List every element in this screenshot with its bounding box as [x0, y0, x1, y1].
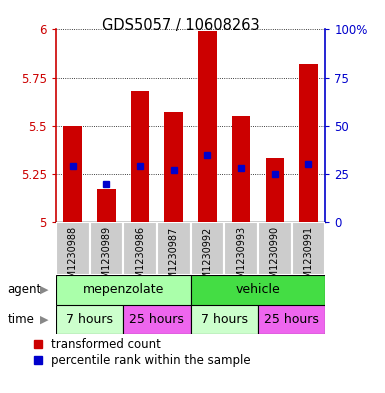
- Bar: [198, 31, 217, 222]
- Text: agent: agent: [8, 283, 42, 296]
- Bar: [131, 91, 149, 222]
- Text: GSM1230988: GSM1230988: [68, 226, 78, 292]
- Text: transformed count: transformed count: [51, 338, 161, 351]
- Bar: [224, 222, 258, 275]
- Text: GDS5057 / 10608263: GDS5057 / 10608263: [102, 18, 260, 33]
- Text: GSM1230993: GSM1230993: [236, 226, 246, 292]
- Bar: [292, 222, 325, 275]
- Bar: [97, 189, 115, 222]
- Bar: [164, 112, 183, 222]
- Bar: [157, 222, 191, 275]
- Text: 25 hours: 25 hours: [264, 313, 319, 326]
- Bar: [123, 305, 191, 334]
- Bar: [56, 222, 89, 275]
- Text: ▶: ▶: [40, 285, 49, 295]
- Text: GSM1230987: GSM1230987: [169, 226, 179, 292]
- Text: 7 hours: 7 hours: [66, 313, 113, 326]
- Text: time: time: [8, 313, 35, 326]
- Bar: [232, 116, 250, 222]
- Bar: [258, 305, 325, 334]
- Bar: [56, 305, 123, 334]
- Text: vehicle: vehicle: [236, 283, 280, 296]
- Text: mepenzolate: mepenzolate: [82, 283, 164, 296]
- Bar: [266, 158, 284, 222]
- Text: 25 hours: 25 hours: [129, 313, 184, 326]
- Bar: [191, 222, 224, 275]
- Bar: [89, 222, 123, 275]
- Text: GSM1230986: GSM1230986: [135, 226, 145, 292]
- Bar: [64, 126, 82, 222]
- Text: percentile rank within the sample: percentile rank within the sample: [51, 354, 251, 367]
- Text: GSM1230992: GSM1230992: [203, 226, 213, 292]
- Text: GSM1230989: GSM1230989: [101, 226, 111, 292]
- Bar: [258, 222, 292, 275]
- Bar: [56, 275, 191, 305]
- Bar: [299, 64, 318, 222]
- Bar: [191, 305, 258, 334]
- Text: 7 hours: 7 hours: [201, 313, 248, 326]
- Text: ▶: ▶: [40, 314, 49, 324]
- Bar: [191, 275, 325, 305]
- Text: GSM1230991: GSM1230991: [303, 226, 313, 292]
- Text: GSM1230990: GSM1230990: [270, 226, 280, 292]
- Bar: [123, 222, 157, 275]
